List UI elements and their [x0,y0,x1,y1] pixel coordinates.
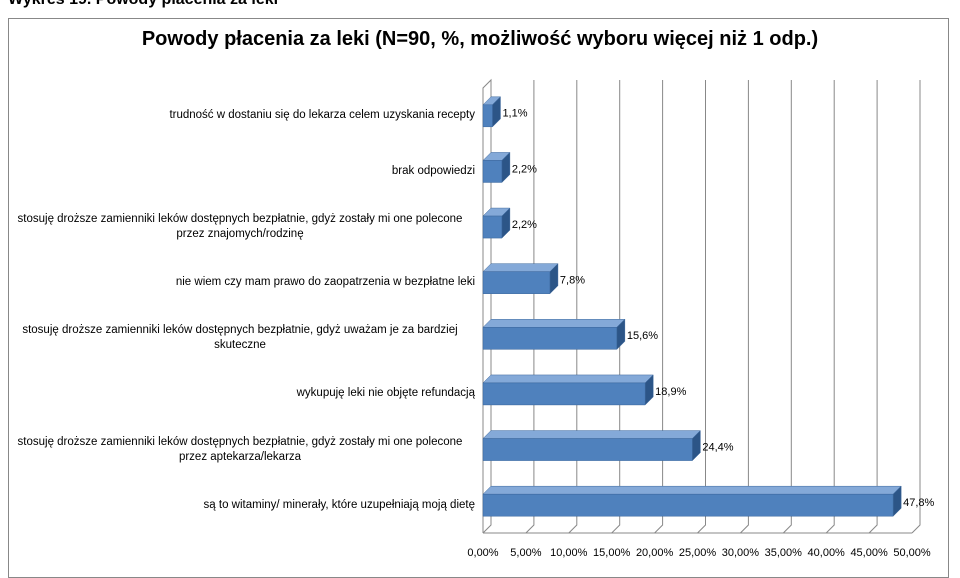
grid-line [611,80,621,534]
x-tick-label: 30,00% [722,547,760,559]
grid-line [740,80,749,534]
category-label: są to witaminy/ minerały, które uzupełni… [5,498,475,513]
category-label: stosuję droższe zamienniki leków dostępn… [5,435,475,465]
x-tick-label: 5,00% [510,547,541,559]
x-tick-label: 10,00% [550,547,588,559]
left-wall [482,78,492,533]
x-tick-label: 45,00% [850,547,888,559]
bar-front [482,215,503,239]
grid-line [868,80,878,534]
category-text: stosuję droższe zamienniki leków dostępn… [17,435,463,463]
category-text: brak odpowiedzi [391,164,475,177]
value-label: 24,4% [702,441,733,453]
category-label: wykupuję leki nie objęte refundacją [5,386,475,401]
x-tick-label: 0,00% [467,547,498,559]
value-label: 15,6% [627,330,658,342]
bar [482,96,502,128]
category-text: trudność w dostaniu się do lekarza celem… [169,109,475,122]
x-tick-label: 50,00% [893,547,931,559]
bar-top [482,430,701,439]
grid-line [697,80,706,534]
caption: Wykres 19. Powody płacenia za leki [8,0,278,9]
category-text: stosuję droższe zamienniki leków dostępn… [22,324,458,352]
x-tick-label: 20,00% [636,547,674,559]
value-label: 2,2% [512,163,537,175]
bar-top [482,374,654,384]
bar-front [482,160,503,183]
category-text: stosuję droższe zamienniki leków dostępn… [17,213,463,241]
value-label: 47,8% [903,497,934,509]
category-label: brak odpowiedzi [5,164,475,179]
bar [482,429,701,462]
category-label: stosuję droższe zamienniki leków dostępn… [5,212,475,242]
bar [482,318,626,350]
bar [482,263,559,295]
category-label: trudność w dostaniu się do lekarza celem… [5,108,475,123]
x-tick-label: 35,00% [765,547,803,559]
category-text: wykupuję leki nie objęte refundacją [296,387,475,400]
x-tick-label: 25,00% [679,547,717,559]
bar [482,485,902,517]
x-tick-label: 40,00% [808,547,846,559]
value-label: 7,8% [560,275,585,287]
bar [482,207,511,239]
grid-line [525,80,535,534]
grid-line [782,80,792,534]
bar-top [482,263,559,272]
grid-line [654,80,664,534]
grid-line [825,80,835,534]
bar-front [482,438,693,461]
grid-line [911,80,921,534]
bar-front [482,327,618,350]
value-label: 1,1% [502,108,527,120]
bar-front [482,271,551,294]
bar [482,151,511,184]
grid-line [568,80,578,534]
grid-line [482,80,492,534]
category-label: stosuję droższe zamienniki leków dostępn… [5,323,475,353]
bar-top [482,319,626,328]
category-label: nie wiem czy mam prawo do zaopatrzenia w… [5,275,475,290]
bar-top [482,485,902,495]
bar-front [482,493,894,517]
value-label: 18,9% [655,386,686,398]
category-text: nie wiem czy mam prawo do zaopatrzenia w… [175,276,475,289]
chart-title: Powody płacenia za leki (N=90, %, możliw… [141,28,819,50]
category-text: są to witaminy/ minerały, które uzupełni… [203,498,475,511]
x-tick-label: 15,00% [593,547,631,559]
bar-front [482,104,493,128]
bar [482,374,654,406]
value-label: 2,2% [512,219,537,231]
bar-front [482,382,646,406]
